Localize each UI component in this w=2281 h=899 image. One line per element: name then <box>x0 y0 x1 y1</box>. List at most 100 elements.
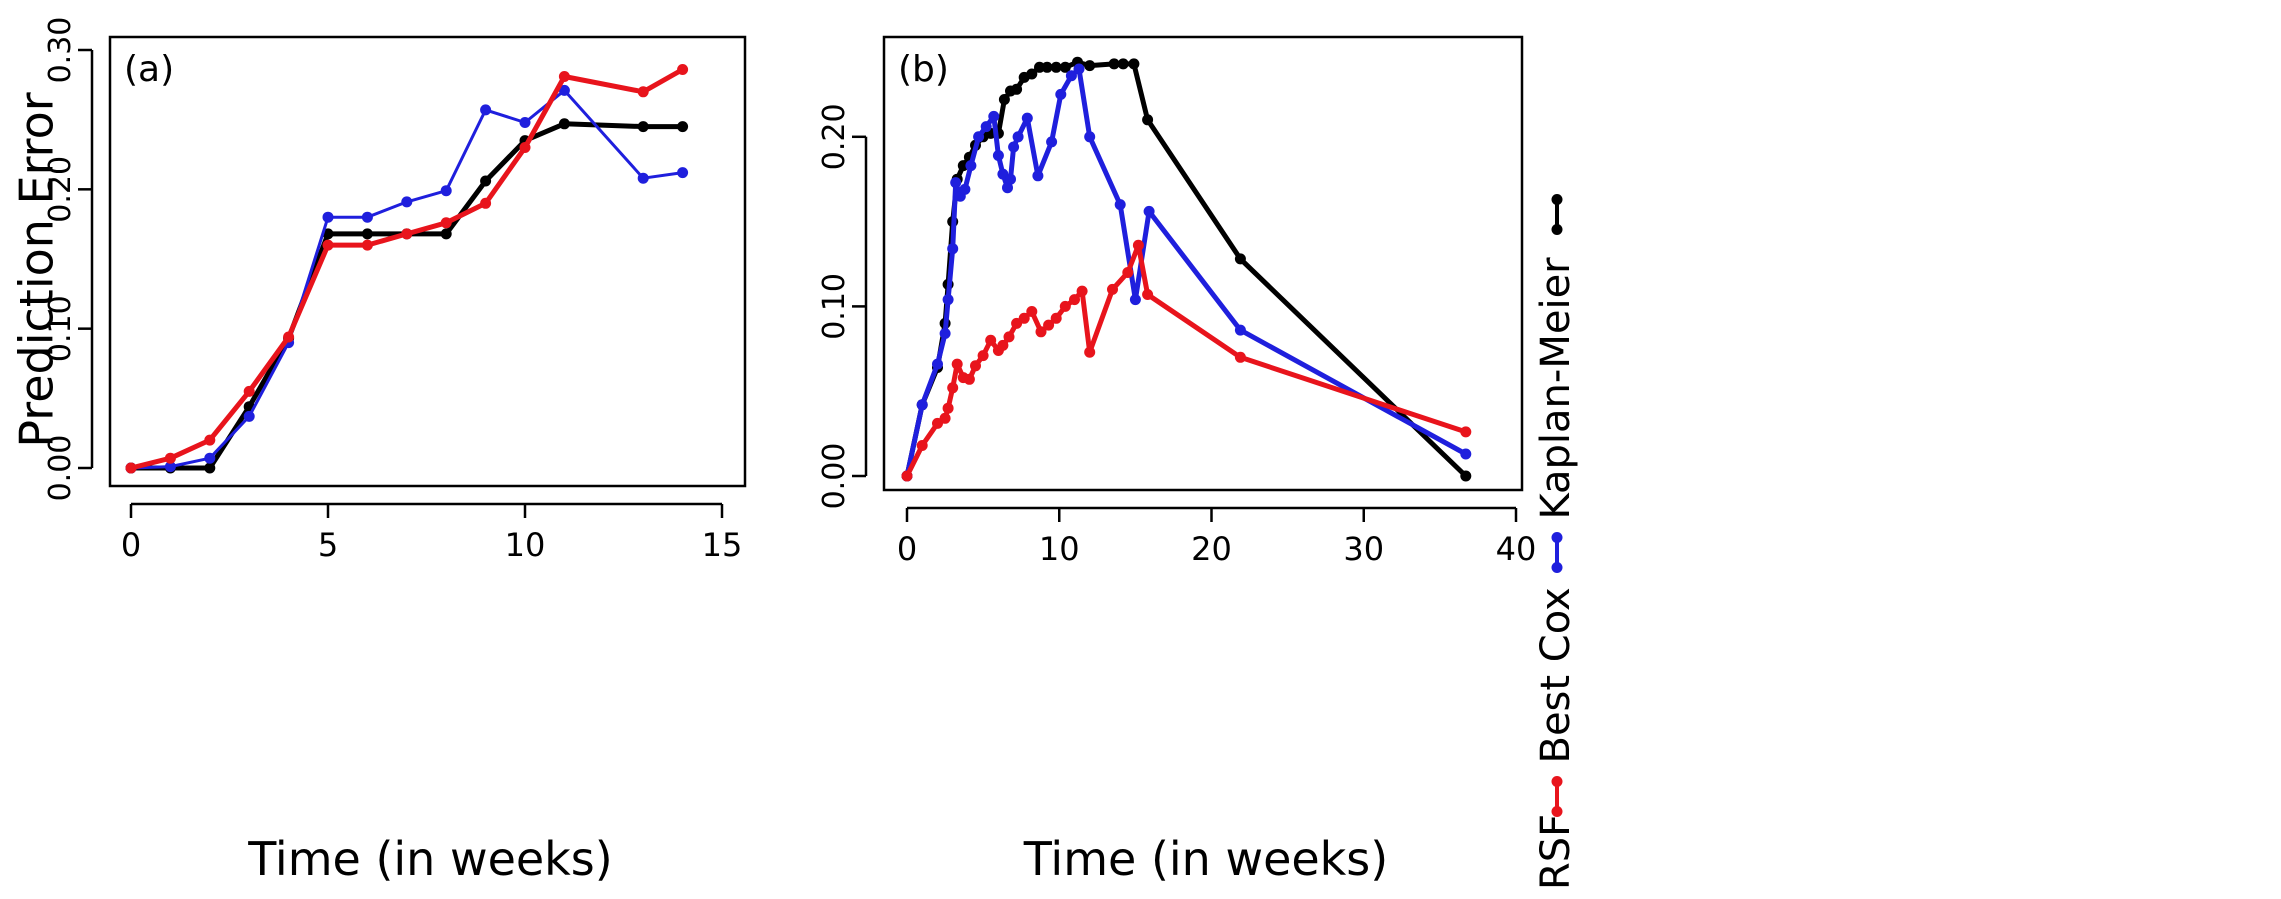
data-point-best-cox <box>992 150 1004 161</box>
data-point-best-cox <box>965 160 977 172</box>
data-point-rsf <box>677 64 689 75</box>
data-point-rsf <box>1050 312 1062 324</box>
data-point-kaplan-meier <box>558 118 570 130</box>
data-point-rsf <box>283 331 295 343</box>
data-point-kaplan-meier <box>637 121 649 133</box>
x-tick-label: 30 <box>1343 530 1384 568</box>
y-tick-label: 0.00 <box>43 435 78 502</box>
data-point-best-cox <box>519 117 531 128</box>
legend: RSF Best Cox Kaplan-Meier <box>1533 194 1579 890</box>
data-point-kaplan-meier <box>361 228 373 240</box>
data-point-kaplan-meier <box>1041 61 1053 73</box>
series-line-rsf <box>128 67 686 471</box>
data-point-kaplan-meier <box>1108 58 1120 70</box>
series-kaplan-meier <box>125 118 689 474</box>
data-point-rsf <box>997 339 1009 351</box>
panel-title: (a) <box>124 49 174 90</box>
data-point-best-cox <box>1114 199 1126 211</box>
data-point-kaplan-meier <box>1128 58 1140 70</box>
data-point-best-cox <box>440 185 452 197</box>
data-point-best-cox <box>947 243 959 255</box>
y-tick-label: 0.00 <box>817 443 852 510</box>
data-point-rsf <box>901 470 913 482</box>
series-rsf <box>125 64 689 474</box>
data-point-kaplan-meier <box>440 228 452 240</box>
data-point-rsf <box>1084 346 1096 358</box>
data-point-best-cox <box>939 328 951 339</box>
x-tick-label: 5 <box>318 526 338 564</box>
data-point-best-cox <box>1460 448 1472 460</box>
data-point-rsf <box>970 360 981 372</box>
series-kaplan-meier <box>901 56 1472 482</box>
data-point-kaplan-meier <box>677 121 689 133</box>
data-point-rsf <box>558 71 570 82</box>
data-point-best-cox <box>942 294 954 306</box>
data-point-kaplan-meier <box>480 175 492 187</box>
data-point-rsf <box>440 217 452 229</box>
data-point-rsf <box>204 434 216 446</box>
data-point-rsf <box>322 239 334 251</box>
data-point-best-cox <box>322 211 334 223</box>
data-point-kaplan-meier <box>1142 114 1154 126</box>
data-point-best-cox <box>558 84 570 96</box>
legend-marker-best-cox <box>1551 532 1563 543</box>
data-point-rsf <box>401 228 413 240</box>
data-point-best-cox <box>1032 170 1044 182</box>
x-tick-label: 0 <box>897 530 917 568</box>
data-point-best-cox <box>1129 294 1141 306</box>
y-tick-label: 0.10 <box>43 295 78 362</box>
data-point-rsf <box>1026 306 1038 317</box>
data-point-rsf <box>480 197 492 209</box>
data-point-kaplan-meier <box>957 160 969 172</box>
data-point-rsf <box>947 382 959 394</box>
data-point-rsf <box>1069 294 1080 306</box>
data-point-best-cox <box>204 452 216 464</box>
data-point-rsf <box>916 440 928 451</box>
data-point-rsf <box>1107 283 1118 295</box>
series-line-best-cox <box>129 88 685 470</box>
legend-label-kaplan-meier: Kaplan-Meier <box>1533 257 1579 520</box>
data-point-rsf <box>1059 300 1071 312</box>
y-axis-label: Prediction Error <box>10 92 64 447</box>
data-point-kaplan-meier <box>204 462 216 474</box>
series-best-cox <box>901 63 1472 482</box>
data-point-kaplan-meier <box>1234 253 1246 265</box>
panel-title: (b) <box>898 49 949 90</box>
x-tick-label: 0 <box>121 526 141 564</box>
y-tick-label: 0.20 <box>43 156 78 223</box>
data-point-rsf <box>1122 267 1134 278</box>
plot-frame <box>882 35 1524 492</box>
data-point-rsf <box>963 373 975 385</box>
data-point-best-cox <box>677 167 689 179</box>
data-point-kaplan-meier <box>1117 58 1129 70</box>
data-point-best-cox <box>1055 88 1067 100</box>
data-point-best-cox <box>950 177 962 189</box>
data-point-rsf <box>1076 285 1088 297</box>
data-point-best-cox <box>401 196 413 208</box>
data-point-kaplan-meier <box>1034 61 1045 73</box>
data-point-best-cox <box>1073 63 1085 75</box>
data-point-best-cox <box>980 121 992 133</box>
data-point-kaplan-meier <box>322 228 334 240</box>
data-point-best-cox <box>164 461 176 473</box>
data-point-best-cox <box>361 211 373 223</box>
data-point-rsf <box>125 462 137 474</box>
data-point-best-cox <box>1065 70 1077 82</box>
legend-label-best-cox: Best Cox <box>1533 587 1579 763</box>
data-point-rsf <box>942 402 954 414</box>
panel-b: (b) 0 10 20 30 40 Time (in weeks) 0.00 0.10 0.20 <box>817 35 1536 886</box>
x-tick-label: 10 <box>505 526 546 564</box>
data-point-rsf <box>164 452 176 464</box>
data-point-best-cox <box>973 131 985 143</box>
series-line-rsf <box>904 242 1469 479</box>
x-tick-label: 15 <box>702 526 743 564</box>
y-tick-label: 0.30 <box>43 17 78 84</box>
plot-frame <box>108 35 747 488</box>
data-point-best-cox <box>480 104 492 116</box>
data-point-rsf <box>637 86 649 98</box>
data-point-best-cox <box>1005 173 1016 185</box>
data-point-kaplan-meier <box>1460 470 1472 482</box>
data-point-rsf <box>1043 319 1055 331</box>
data-point-kaplan-meier <box>998 94 1010 105</box>
data-point-best-cox <box>932 358 943 370</box>
